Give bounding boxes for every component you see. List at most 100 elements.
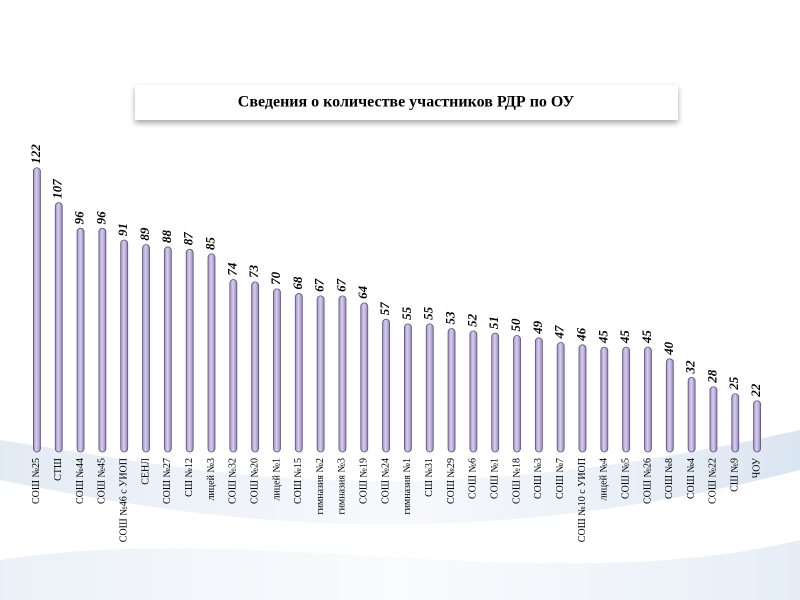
x-tick-label: СОШ №8 (664, 458, 675, 499)
bar (578, 344, 587, 453)
bar (709, 386, 718, 453)
bar (513, 335, 521, 453)
bar (338, 295, 347, 453)
bar (644, 346, 652, 453)
value-label: 73 (246, 264, 261, 278)
x-tick-label: СОШ №25 (31, 458, 42, 504)
bar (731, 393, 740, 453)
bar (447, 328, 456, 453)
title-box (135, 85, 678, 120)
x-tick-label: СОШ №7 (555, 458, 566, 499)
bar (163, 246, 172, 453)
background-swoosh (0, 430, 800, 525)
bar (622, 346, 631, 453)
value-label: 25 (726, 376, 741, 391)
x-tick-label: СЕНЛ (140, 458, 151, 485)
x-tick-label: СОШ №27 (162, 458, 173, 504)
x-tick-label: СОШ №19 (359, 458, 370, 504)
bar (556, 342, 565, 453)
x-tick-label: СОШ №4 (686, 458, 697, 499)
x-tick-label: СОШ №44 (75, 458, 86, 504)
bar (54, 202, 63, 453)
value-label: 96 (72, 211, 87, 225)
value-label: 28 (704, 369, 719, 384)
bar (600, 346, 609, 453)
x-tick-label: СОШ №29 (446, 458, 457, 504)
bar (360, 302, 369, 453)
x-tick-label: СОШ №18 (511, 458, 522, 504)
x-tick-label: гимназия №1 (402, 458, 413, 515)
value-label: 91 (115, 223, 130, 236)
bar (294, 293, 303, 453)
chart-title: Сведения о количестве участников РДР по … (238, 94, 575, 111)
value-label: 55 (399, 306, 414, 320)
x-tick-label: СТШ (53, 458, 64, 481)
value-label: 40 (661, 341, 676, 356)
x-tick-label: СОШ №46 с УИОП (119, 458, 130, 542)
bar (185, 248, 194, 453)
value-label: 96 (93, 211, 108, 225)
value-label: 85 (202, 236, 217, 250)
value-label: 67 (312, 278, 327, 292)
bar (382, 318, 390, 453)
x-tick-label: гимназия №2 (315, 458, 326, 515)
bar (491, 332, 500, 453)
value-label: 22 (748, 383, 763, 398)
x-tick-label: СОШ №5 (620, 458, 631, 499)
value-label: 67 (333, 278, 348, 292)
value-label: 68 (290, 276, 305, 290)
value-label: 52 (464, 313, 479, 327)
x-tick-label: СШ №9 (730, 458, 741, 492)
background-swoosh (0, 540, 800, 600)
x-tick-label: гимназия №3 (337, 458, 348, 515)
value-label: 45 (595, 330, 610, 345)
x-tick-label: лицей №3 (206, 458, 217, 501)
value-label: 107 (50, 179, 65, 199)
x-tick-label: СОШ №10 с УИОП (577, 458, 588, 542)
value-label: 53 (443, 311, 458, 325)
x-tick-label: СОШ №32 (228, 458, 239, 504)
value-label: 45 (639, 330, 654, 345)
bar (469, 330, 478, 453)
bar (687, 377, 696, 453)
x-tick-label: СОШ №15 (293, 458, 304, 504)
value-label: 74 (224, 262, 239, 276)
value-label: 122 (28, 144, 43, 164)
x-tick-label: СОШ №26 (642, 458, 653, 504)
bar (316, 295, 325, 453)
bar (425, 323, 434, 453)
bar (404, 323, 412, 453)
x-tick-label: СОШ №22 (708, 458, 719, 504)
value-label: 46 (573, 327, 588, 342)
x-tick-label: лицей №1 (271, 458, 282, 501)
value-label: 64 (355, 285, 370, 299)
value-label: 50 (508, 318, 523, 332)
plot: СОШ №25 122 СТШ 107 СОШ №44 96 СОШ №45 96 СОШ №4… (28, 144, 763, 542)
x-tick-label: СОШ №6 (468, 458, 479, 499)
bar (229, 279, 238, 453)
bar (251, 281, 260, 453)
bar (534, 337, 543, 453)
value-label: 49 (530, 320, 545, 335)
bar (76, 227, 85, 453)
value-label: 57 (377, 302, 392, 316)
x-tick-label: СШ №31 (424, 458, 435, 497)
value-label: 88 (159, 229, 174, 243)
bar (98, 227, 107, 453)
value-label: 89 (137, 227, 152, 241)
x-tick-label: СОШ №20 (249, 458, 260, 504)
value-label: 51 (486, 316, 501, 329)
bar (665, 358, 674, 453)
value-label: 55 (421, 306, 436, 320)
bar (207, 253, 216, 453)
x-tick-label: СОШ №45 (97, 458, 108, 504)
x-tick-label: лицей №4 (599, 458, 610, 501)
x-tick-label: СОШ №1 (490, 458, 501, 499)
x-tick-label: СОШ №24 (380, 458, 391, 504)
bar (753, 400, 761, 453)
value-label: 45 (617, 330, 632, 345)
x-tick-label: ЧОУ (751, 457, 762, 478)
value-label: 32 (683, 360, 698, 375)
bar (120, 239, 129, 453)
